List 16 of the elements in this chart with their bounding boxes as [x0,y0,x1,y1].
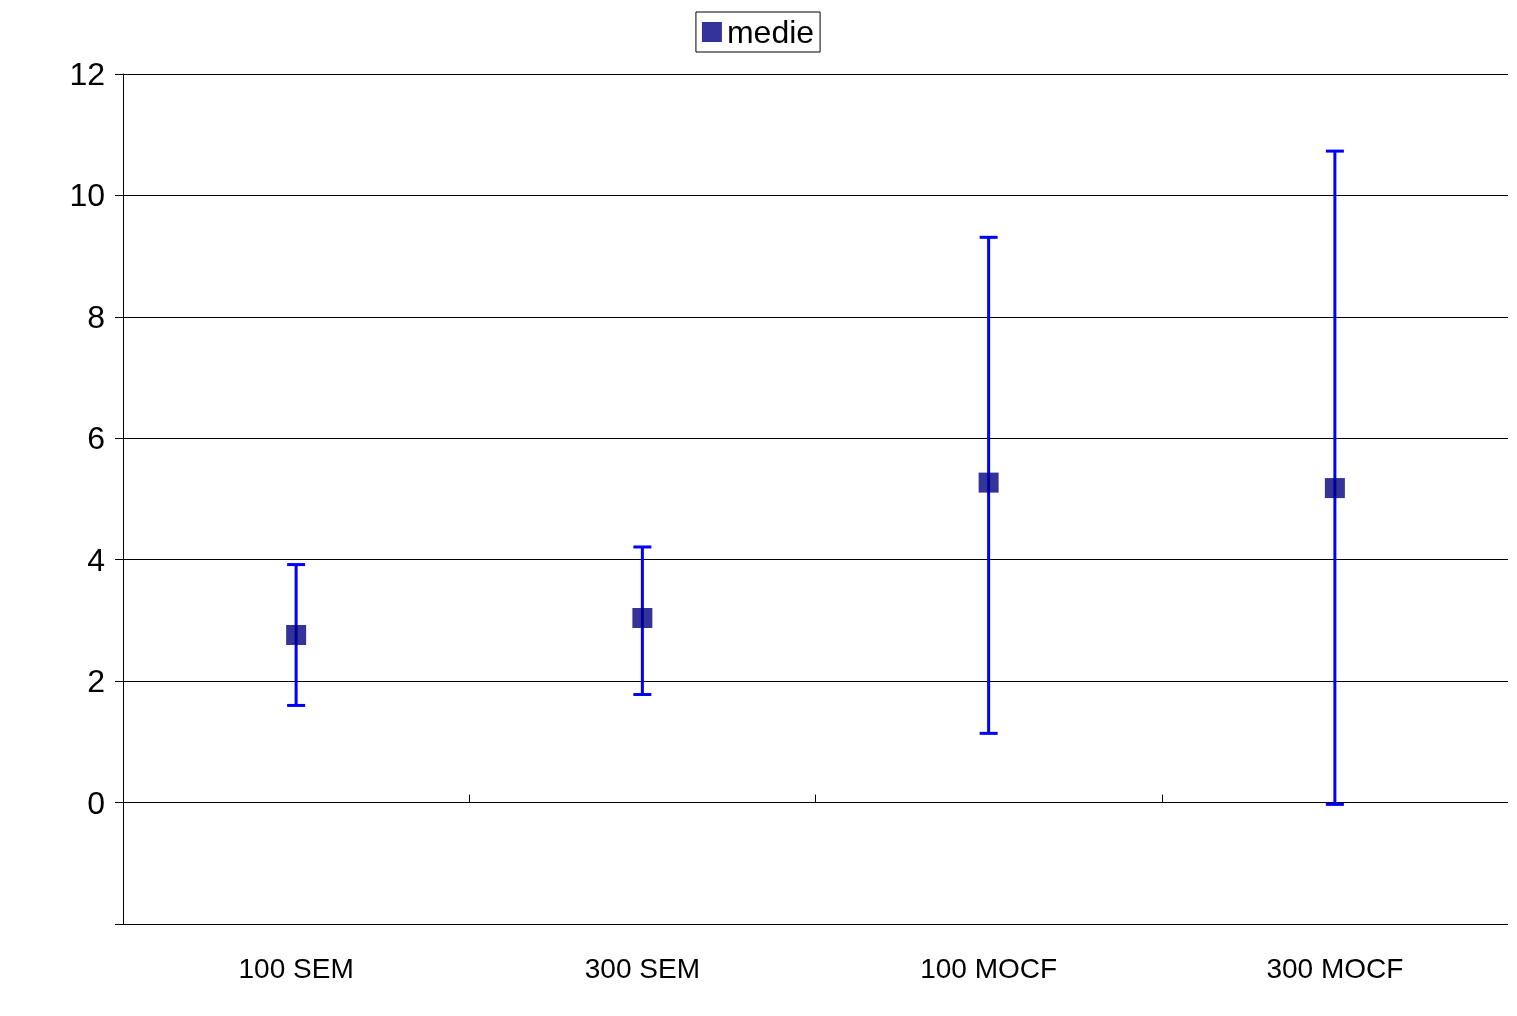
y-tick-label: 10 [69,177,105,214]
x-tick-label: 100 MOCF [920,952,1058,984]
y-tick-label: 2 [87,663,105,700]
x-tick-label: 300 SEM [584,952,700,984]
y-tick-label: 6 [87,420,105,457]
y-tick-label: 0 [87,784,105,821]
point [1324,478,1345,499]
point [632,608,653,628]
y-tick-label: 4 [87,541,105,578]
point [286,625,307,645]
point [978,472,999,493]
x-tick-label: 300 MOCF [1266,952,1404,984]
x-tick-label: 100 SEM [238,952,354,984]
legend-label: medie [726,14,815,50]
y-tick-label: 8 [87,298,105,335]
y-tick-label: 12 [69,56,105,92]
